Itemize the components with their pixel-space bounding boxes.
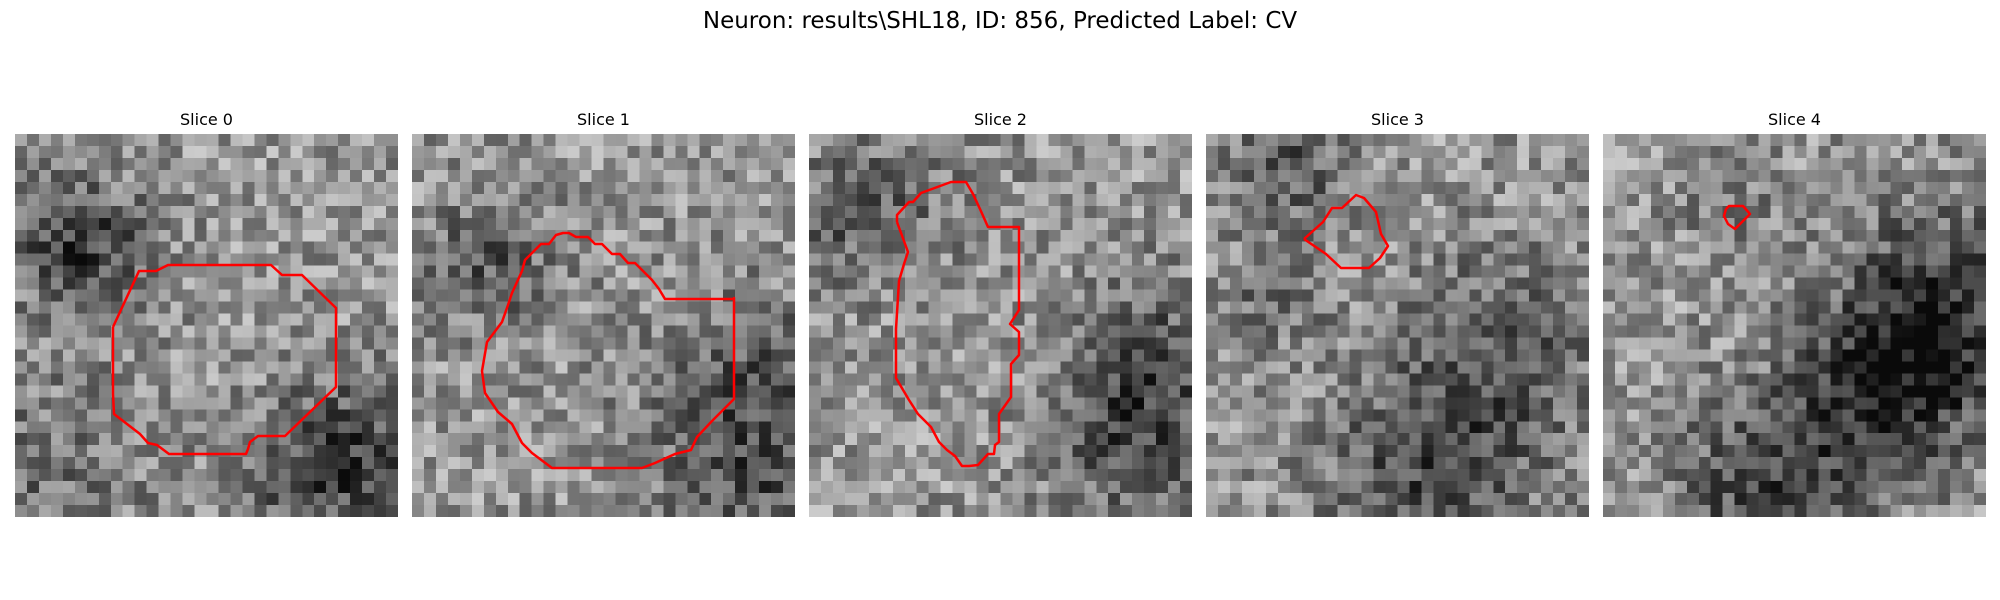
figure-title: Neuron: results\SHL18, ID: 856, Predicte… — [702, 8, 1298, 34]
slice-0-contour — [111, 263, 338, 456]
slice-3-contour — [1303, 193, 1390, 270]
slice-4-overlay — [1722, 204, 1752, 231]
slice-3-title: Slice 3 — [1371, 110, 1424, 129]
slice-4-panel — [1603, 134, 1986, 517]
slice-3-panel — [1206, 134, 1589, 517]
slice-4-contour — [1722, 204, 1752, 231]
slice-0-overlay — [111, 263, 338, 456]
slice-2-contour — [894, 180, 1021, 468]
slice-2-image — [809, 134, 1192, 517]
slice-4-title: Slice 4 — [1768, 110, 1821, 129]
slice-0-panel — [15, 134, 398, 517]
slice-2-panel — [809, 134, 1192, 517]
slice-2-overlay — [894, 180, 1021, 468]
slice-1-image — [412, 134, 795, 517]
slice-4-image — [1603, 134, 1986, 517]
slice-1-panel — [412, 134, 795, 517]
slice-0-title: Slice 0 — [180, 110, 233, 129]
slice-2-title: Slice 2 — [974, 110, 1027, 129]
slice-1-contour — [480, 231, 736, 470]
slice-3-image — [1206, 134, 1589, 517]
slice-1-overlay — [480, 231, 736, 470]
slice-3-overlay — [1303, 193, 1390, 270]
slice-1-title: Slice 1 — [577, 110, 630, 129]
